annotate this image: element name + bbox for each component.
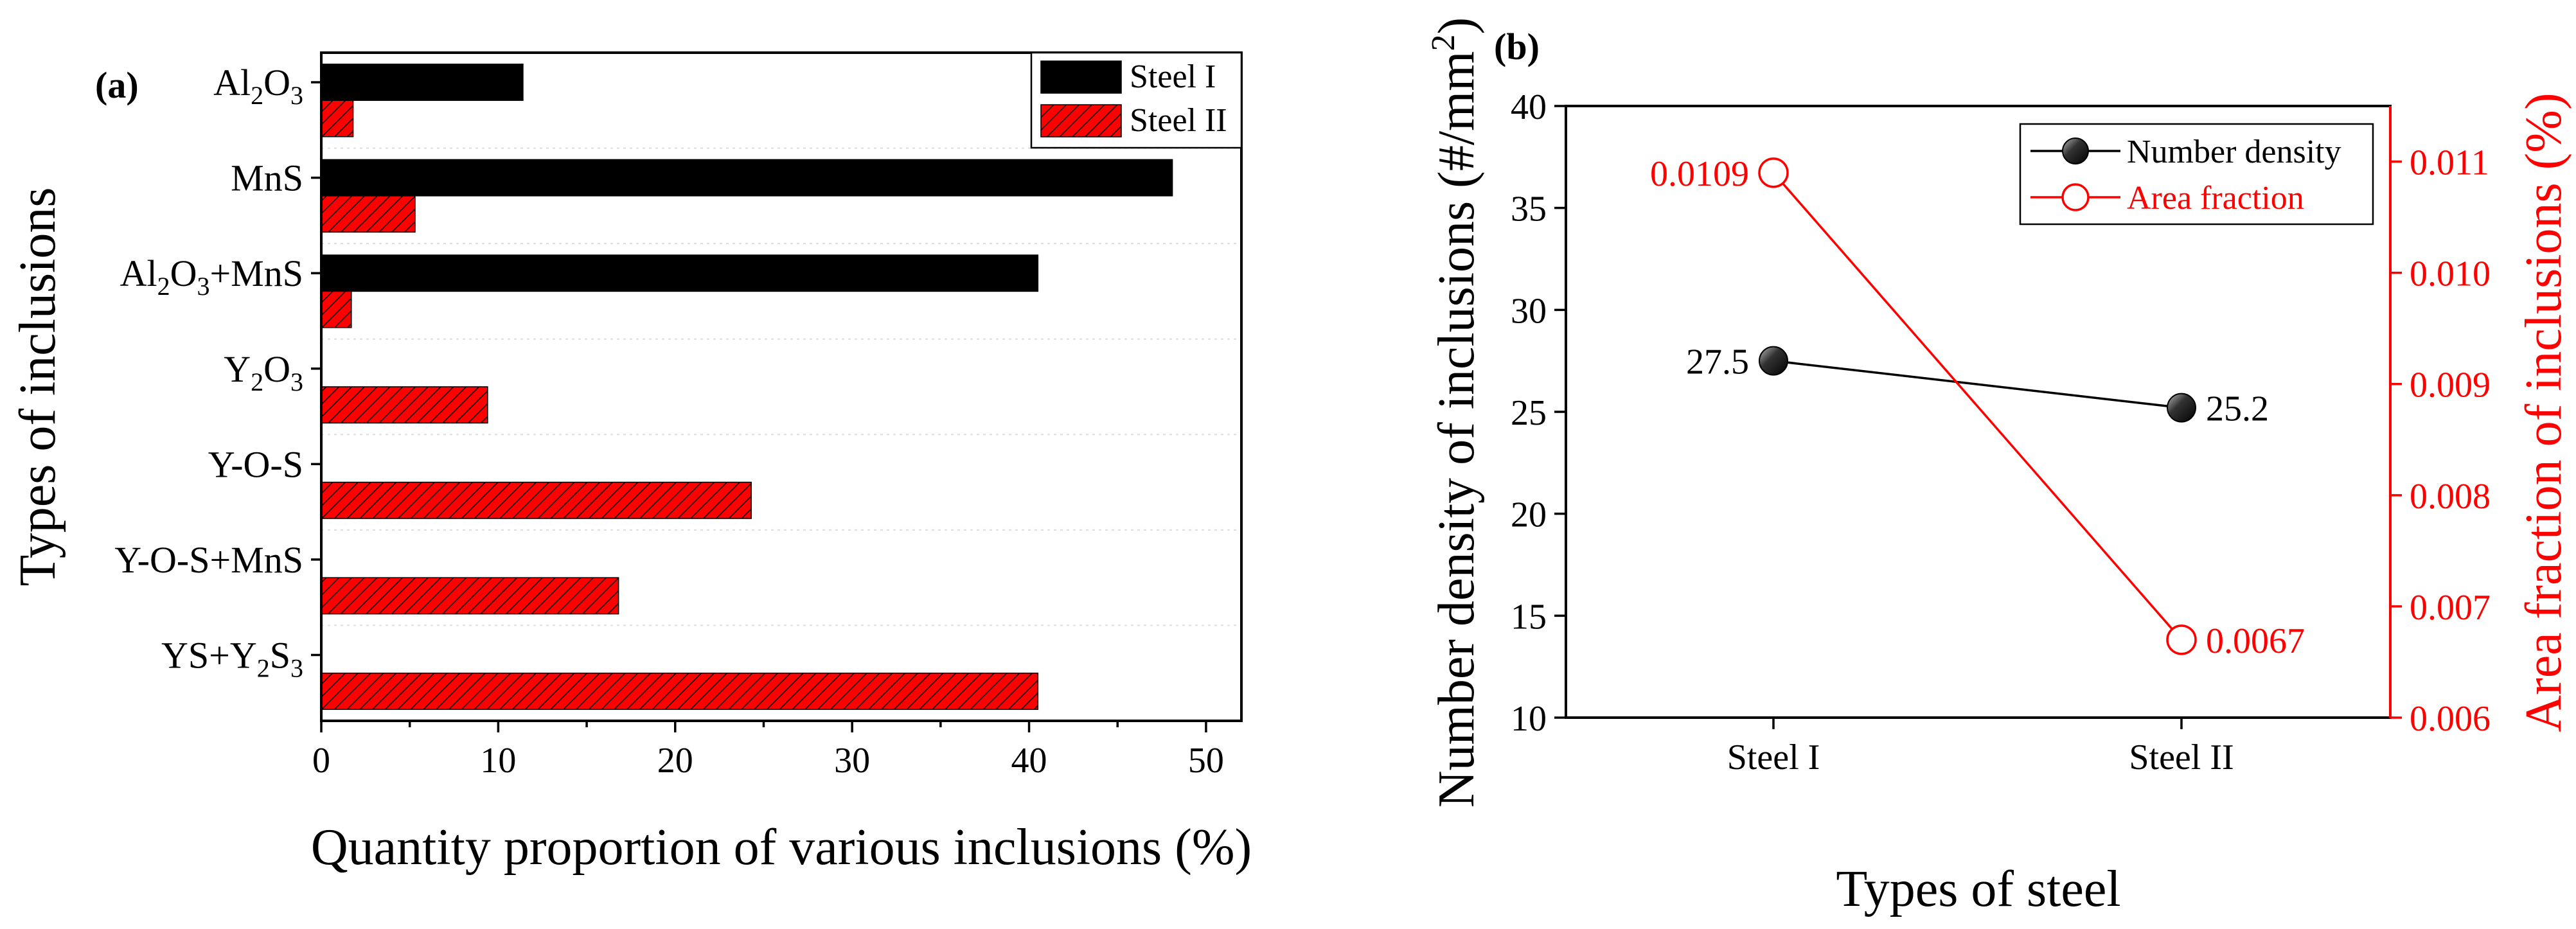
panel-b-right-axis-title: Area fraction of inclusions (%): [2516, 93, 2572, 732]
category-label-y-o-s-mns: Y-O-S+MnS: [114, 539, 303, 581]
bar-steel-ii-y-o-s-mns: [321, 577, 619, 615]
right-y-tick-label: 0.008: [2410, 477, 2491, 517]
x-tick-label: 10: [480, 741, 516, 781]
left-y-tick-label: 40: [1511, 87, 1547, 127]
line-area-fraction: [1772, 172, 2183, 641]
data-label-number-density-steel-ii: 25.2: [2206, 389, 2269, 429]
left-y-tick-label: 35: [1511, 190, 1547, 229]
panel-b-x-axis-title: Types of steel: [1836, 861, 2120, 917]
panel-a-label: (a): [95, 64, 139, 106]
point-number-density-steel-ii: [2167, 393, 2196, 423]
panel-a-y-ticks: Al2O3 MnS Al2O3+MnS Y2O3 Y-O-S Y-O-S+MnS YS+Y2…: [114, 62, 321, 682]
left-y-tick-label: 15: [1511, 597, 1547, 637]
left-y-tick-label: 10: [1511, 699, 1547, 739]
legend-label-steel-i: Steel I: [1130, 58, 1216, 95]
legend-label-area-fraction: Area fraction: [2127, 180, 2304, 217]
legend-label-number-density: Number density: [2127, 134, 2341, 170]
panel-a-x-axis-title: Quantity proportion of various inclusion…: [311, 819, 1252, 876]
x-tick-label: 50: [1188, 741, 1224, 781]
bar-steel-ii-y-o-s: [321, 481, 752, 519]
legend-swatch-steel-ii: [1040, 104, 1122, 137]
panel-b-x-ticks: Steel I Steel II: [1727, 718, 2234, 777]
panel-b-series: 27.5 25.2 0.0109 0.0067: [1650, 154, 2305, 661]
right-y-tick-label: 0.007: [2410, 588, 2491, 628]
x-tick-label: 30: [834, 741, 870, 781]
category-label-ys-y2s3: YS+Y2S3: [161, 634, 303, 682]
category-label-al2o3-mns: Al2O3+MnS: [120, 252, 303, 301]
bar-steel-ii-ys-y2s3: [321, 672, 1039, 710]
x-tick-label: 0: [312, 741, 330, 781]
left-y-tick-label: 25: [1511, 393, 1547, 433]
panel-b-legend: Number density Area fraction: [2019, 123, 2374, 226]
right-y-tick-label: 0.009: [2410, 366, 2491, 405]
x-tick-label-steel-i: Steel I: [1727, 738, 1820, 777]
legend-marker-area-fraction: [2061, 183, 2090, 211]
left-y-tick-label: 30: [1511, 291, 1547, 331]
bar-steel-ii-al2o3-mns: [321, 290, 352, 328]
panel-a: (a) 0 10 20 30 40 50 Al2O3 MnS Al2O3+MnS Y2O3 Y-O…: [10, 51, 1252, 876]
panel-b-label: (b): [1494, 26, 1540, 67]
panel-a-bars: [321, 64, 1173, 710]
right-y-tick-label: 0.011: [2410, 143, 2489, 183]
legend-label-steel-ii: Steel II: [1130, 102, 1227, 139]
bar-steel-i-mns: [321, 159, 1173, 197]
category-label-y-o-s: Y-O-S: [208, 443, 303, 485]
panel-a-y-axis-title: Types of inclusions: [10, 187, 66, 586]
panel-a-x-ticks: 0 10 20 30 40 50: [312, 721, 1224, 781]
bar-steel-ii-y2o3: [321, 386, 488, 424]
x-tick-label: 20: [657, 741, 693, 781]
data-label-number-density-steel-i: 27.5: [1686, 342, 1749, 382]
panel-b-left-ticks: 10 15 20 25 30 35 40: [1511, 87, 1566, 739]
panel-b-left-axis-title: Number density of inclusions (#/mm2): [1425, 17, 1485, 808]
category-label-al2o3: Al2O3: [213, 62, 303, 110]
category-label-y2o3: Y2O3: [224, 348, 303, 396]
line-number-density: [1773, 359, 2182, 409]
point-area-fraction-steel-ii: [2166, 624, 2197, 655]
x-tick-label-steel-ii: Steel II: [2129, 738, 2234, 777]
bar-steel-ii-mns: [321, 195, 416, 233]
point-area-fraction-steel-i: [1758, 157, 1789, 188]
data-label-area-fraction-steel-ii: 0.0067: [2206, 621, 2305, 661]
category-label-mns: MnS: [231, 157, 303, 199]
legend-swatch-steel-i: [1040, 60, 1122, 94]
x-tick-label: 40: [1011, 741, 1047, 781]
panel-a-plot-frame: [320, 51, 1243, 722]
point-number-density-steel-i: [1759, 346, 1788, 376]
bar-steel-i-al2o3: [321, 64, 524, 102]
right-y-tick-label: 0.006: [2410, 699, 2491, 739]
bar-steel-i-al2o3-mns: [321, 254, 1039, 292]
panel-b-right-ticks: 0.006 0.007 0.008 0.009 0.010 0.011: [2390, 143, 2491, 739]
data-label-area-fraction-steel-i: 0.0109: [1650, 154, 1749, 194]
bar-steel-ii-al2o3: [321, 100, 354, 137]
panel-a-legend: Steel I Steel II: [1030, 51, 1243, 149]
right-y-tick-label: 0.010: [2410, 254, 2491, 294]
left-y-tick-label: 20: [1511, 495, 1547, 535]
legend-marker-number-density: [2062, 137, 2089, 164]
